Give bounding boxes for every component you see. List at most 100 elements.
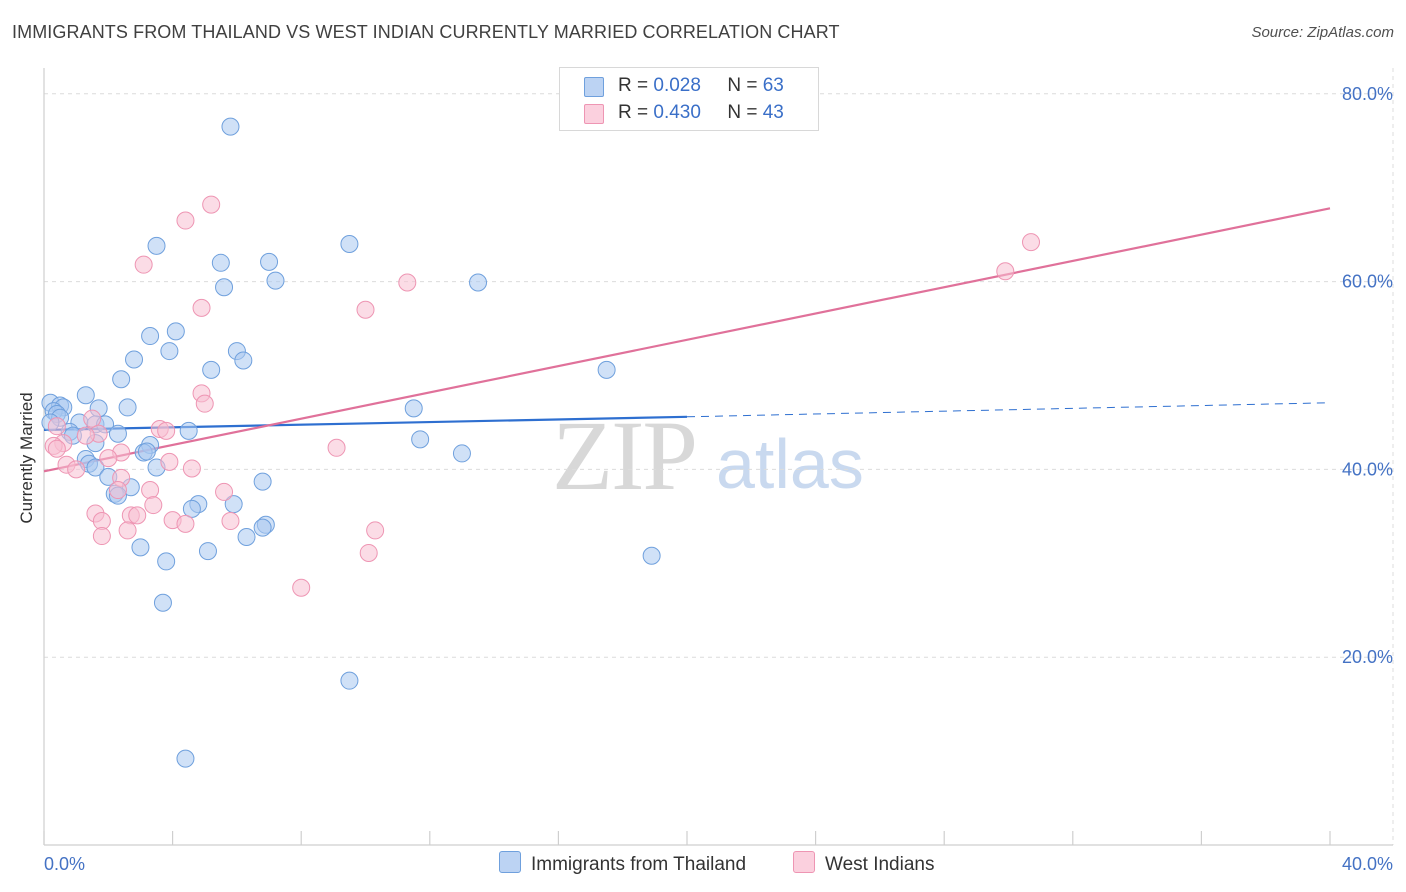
point-west-indians [76, 426, 95, 445]
point-thailand [597, 360, 616, 379]
legend-r-label: R = [618, 102, 649, 123]
point-thailand [253, 518, 272, 537]
point-thailand [266, 271, 285, 290]
chart-title: IMMIGRANTS FROM THAILAND VS WEST INDIAN … [12, 22, 840, 42]
point-west-indians [157, 421, 176, 440]
bottom-legend-swatch-thailand [499, 851, 521, 873]
point-west-indians [215, 482, 234, 501]
point-thailand [147, 236, 166, 255]
point-thailand [237, 528, 256, 546]
watermark-atlas: atlas [716, 425, 864, 503]
y-tick-label: 40.0% [1342, 459, 1393, 479]
point-west-indians [128, 506, 147, 525]
point-west-indians [141, 481, 160, 500]
bottom-legend-label-west-indians: West Indians [825, 854, 935, 875]
point-west-indians [47, 439, 66, 458]
point-west-indians [160, 452, 179, 471]
point-thailand [411, 430, 430, 449]
gridlines [44, 68, 1394, 845]
trend-line-west-indians [43, 207, 1331, 473]
tick-labels: 20.0% 40.0% 60.0% 80.0% 0.0% 40.0% [44, 84, 1393, 874]
legend-r-value-thailand: 0.028 [653, 75, 701, 96]
point-thailand [340, 671, 359, 690]
point-thailand [112, 370, 131, 389]
point-west-indians [327, 438, 346, 457]
point-thailand [157, 552, 176, 571]
point-thailand [469, 273, 488, 292]
point-west-indians [182, 459, 201, 478]
point-thailand [153, 593, 172, 612]
legend-swatch-west-indians [584, 104, 604, 124]
point-thailand [215, 278, 234, 297]
point-west-indians [92, 512, 111, 531]
point-thailand [452, 444, 471, 463]
point-west-indians [221, 512, 240, 531]
point-west-indians [996, 262, 1015, 281]
point-thailand [137, 442, 156, 461]
point-thailand [234, 351, 253, 370]
point-thailand [182, 499, 201, 518]
point-west-indians [118, 521, 137, 540]
point-thailand [404, 399, 423, 418]
legend-swatch-thailand [584, 77, 604, 97]
point-thailand [198, 542, 217, 561]
point-thailand [221, 117, 240, 136]
point-west-indians [1022, 233, 1041, 252]
point-thailand [340, 235, 359, 254]
point-thailand [160, 342, 179, 361]
point-thailand [141, 327, 160, 346]
legend-r-value-west-indians: 0.430 [653, 102, 701, 123]
point-west-indians [192, 298, 211, 317]
point-west-indians [67, 460, 86, 479]
point-thailand [260, 252, 279, 271]
legend-n-label: N = [727, 102, 758, 123]
point-west-indians [144, 496, 163, 515]
point-thailand [131, 538, 150, 557]
point-west-indians [292, 578, 311, 597]
point-thailand [202, 360, 221, 379]
y-tick-label: 60.0% [1342, 272, 1393, 292]
point-west-indians [92, 527, 111, 546]
x-tick-label-min: 0.0% [44, 854, 85, 874]
point-west-indians [356, 300, 375, 319]
point-west-indians [176, 211, 195, 230]
point-thailand [76, 386, 95, 405]
legend-n-label: N = [727, 75, 758, 96]
bottom-legend-west-indians: West Indians [793, 851, 934, 876]
trend-line-thailand [43, 415, 688, 432]
bottom-legend-thailand: Immigrants from Thailand [499, 851, 746, 876]
y-tick-label: 20.0% [1342, 647, 1393, 667]
point-west-indians [202, 195, 221, 214]
legend-r-label: R = [618, 75, 649, 96]
point-thailand [166, 322, 185, 341]
source-credit: Source: ZipAtlas.com [1251, 24, 1394, 41]
point-thailand [253, 472, 272, 491]
point-west-indians [359, 543, 378, 562]
point-west-indians [47, 417, 66, 436]
trend-line-thailand-extension [686, 402, 1331, 418]
stats-legend: R = 0.028 N = 63 R = 0.430 N = 43 [559, 67, 819, 131]
data-points [41, 117, 1041, 768]
point-west-indians [398, 273, 417, 292]
axes [43, 68, 1393, 846]
legend-n-value-thailand: 63 [762, 75, 784, 96]
point-thailand [642, 546, 661, 565]
point-thailand [179, 421, 198, 440]
point-thailand [211, 253, 230, 272]
point-west-indians [176, 514, 195, 533]
point-west-indians [195, 394, 214, 413]
legend-n-value-west-indians: 43 [762, 102, 784, 123]
point-thailand [118, 398, 137, 417]
point-west-indians [99, 449, 118, 468]
point-west-indians [134, 255, 153, 274]
y-tick-label: 80.0% [1342, 84, 1393, 104]
point-west-indians [83, 409, 102, 428]
bottom-legend-swatch-west-indians [793, 851, 815, 873]
point-thailand [108, 424, 127, 443]
x-tick-label-max: 40.0% [1342, 854, 1393, 874]
point-west-indians [108, 481, 127, 500]
point-thailand [176, 749, 195, 768]
trend-lines [43, 207, 1331, 473]
point-thailand [86, 458, 105, 477]
